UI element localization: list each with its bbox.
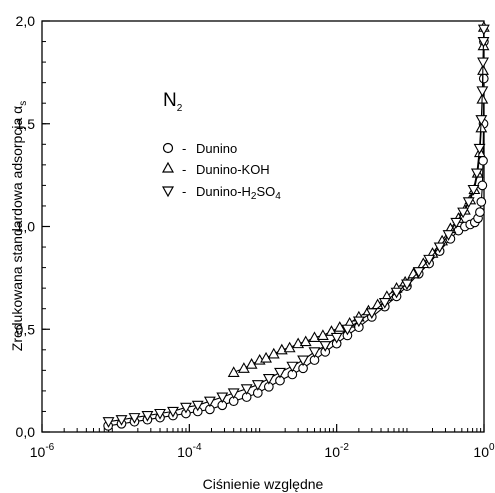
series-dunino-h2so4-point <box>216 392 229 404</box>
series-dunino-h2so4-point <box>180 402 192 414</box>
series-dunino-h2so4-point <box>378 297 391 309</box>
series-dunino-h2so4-point <box>352 316 365 328</box>
series-dunino-koh-point <box>333 321 346 332</box>
series-dunino-h2so4-point <box>330 332 343 344</box>
x-tick-exponent: 0 <box>489 442 495 453</box>
x-tick-label: 10-6 <box>30 442 55 460</box>
series-dunino-h2so4-point <box>423 254 436 266</box>
x-tick-base: 10 <box>30 444 46 460</box>
legend-dash-1: - <box>182 141 186 156</box>
series-dunino-h2so4-point <box>457 207 470 219</box>
series-dunino-h2so4-point <box>412 267 425 278</box>
legend-h2so4-sub2: 4 <box>275 191 281 202</box>
plot-frame <box>41 20 485 433</box>
series-dunino-koh-point <box>227 366 240 377</box>
legend: - Dunino - Dunino-KOH - Dunino-H2SO4 <box>161 141 281 202</box>
y-axis-title: Zredukowana standardowa adsorpcja αs <box>9 101 29 351</box>
x-tick-exponent: -2 <box>340 442 349 453</box>
series-dunino-h2so4-point <box>102 417 115 428</box>
legend-h2so4-part2: SO <box>256 184 275 199</box>
x-tick-base: 10 <box>473 444 489 460</box>
series-dunino-h2so4-point <box>227 388 240 400</box>
series-dunino-h2so4-point <box>450 217 463 229</box>
y-tick-label: 1,5 <box>16 116 36 132</box>
x-tick-base: 10 <box>324 444 340 460</box>
x-tick-exponent: -6 <box>45 442 54 453</box>
plot-title: N2 <box>163 90 183 114</box>
x-axis-title: Ciśnienie względne <box>203 476 324 492</box>
y-tick-label: 0,5 <box>16 321 36 337</box>
series-dunino-koh-point <box>267 347 280 359</box>
series-dunino-h2so4-point <box>341 324 354 336</box>
series-dunino-h2so4-point <box>297 355 310 367</box>
y-axis-title-main: Zredukowana standardowa adsorpcja α <box>9 106 25 351</box>
series-dunino-h2so4-point <box>476 86 489 98</box>
x-tick-label: 10-2 <box>324 442 349 460</box>
series-dunino-h2so4-point <box>477 37 490 48</box>
y-axis-ticks: 0,0 0,5 1,0 1,5 2,0 <box>16 13 50 440</box>
x-axis-ticks: 10-6 10-4 10-2 100 <box>30 424 495 460</box>
series-dunino-h2so4-point <box>473 143 486 155</box>
series-dunino-point <box>478 73 489 84</box>
legend-label-dunino-koh: Dunino-KOH <box>196 162 270 177</box>
series-dunino-h2so4-point <box>365 308 378 319</box>
series-dunino-h2so4-point <box>262 374 275 385</box>
series-layer <box>102 21 490 431</box>
series-dunino-point <box>477 180 488 191</box>
legend-marker-dunino <box>162 142 174 154</box>
series-dunino-h2so4-point <box>274 367 286 379</box>
x-tick-label: 10-4 <box>177 442 202 460</box>
series-dunino-point <box>478 155 488 166</box>
legend-marker-dunino-koh <box>161 161 175 173</box>
series-dunino-h2so4-point <box>191 400 204 412</box>
series-dunino-h2so4-point <box>462 197 475 208</box>
series-dunino <box>103 36 489 431</box>
series-dunino-h2so4-point <box>240 384 253 395</box>
legend-h2so4-part1: Dunino-H <box>196 184 251 199</box>
legend-h2so4-sub1: 2 <box>251 191 257 202</box>
series-dunino-koh-point <box>245 358 258 369</box>
legend-label-dunino: Dunino <box>196 141 237 156</box>
x-tick-label: 100 <box>473 442 495 460</box>
series-dunino-point <box>475 207 485 217</box>
series-dunino-h2so4-point <box>470 168 483 180</box>
y-tick-label: 0,0 <box>16 424 36 440</box>
series-dunino-koh-point <box>316 329 329 340</box>
x-tick-base: 10 <box>177 444 193 460</box>
series-dunino-h2so4-point <box>286 361 299 373</box>
y-axis-title-subscript: s <box>18 101 29 106</box>
series-dunino-h2so4-point <box>251 380 264 391</box>
plot-title-main: N <box>163 90 177 111</box>
y-tick-label: 2,0 <box>16 13 36 29</box>
series-dunino-h2so4-point <box>477 57 489 69</box>
series-dunino-h2so4-point <box>115 415 128 426</box>
legend-label-dunino-h2so4: Dunino-H2SO4 <box>196 184 281 202</box>
series-dunino-h2so4-point <box>203 396 216 408</box>
series-dunino-h2so4-point <box>154 408 166 420</box>
series-dunino-h2so4-point <box>433 242 446 254</box>
series-dunino-h2so4-point <box>167 406 179 418</box>
series-dunino-h2so4-point <box>308 347 321 358</box>
legend-dash-2: - <box>182 162 186 177</box>
plot-title-subscript: 2 <box>177 103 183 114</box>
series-dunino-h2so4-point <box>141 411 154 422</box>
legend-marker-dunino-h2so4 <box>161 186 175 198</box>
x-tick-exponent: -4 <box>193 442 202 453</box>
series-dunino-h2so4-point <box>390 287 403 299</box>
series-dunino-koh-point <box>283 341 296 353</box>
series-dunino-koh-point <box>299 335 312 347</box>
series-dunino-koh-point <box>308 331 321 343</box>
series-dunino-h2so4-point <box>319 341 332 352</box>
series-dunino-h2so4-point <box>128 413 141 424</box>
series-dunino-h2so4-point <box>467 184 480 196</box>
legend-dash-3: - <box>182 184 186 199</box>
y-tick-label: 1,0 <box>16 219 36 235</box>
series-dunino-point <box>476 196 487 207</box>
series-dunino-h2so4-point <box>401 279 413 291</box>
series-dunino-h2so4-point <box>477 24 490 36</box>
series-dunino-h2so4-point <box>442 230 455 241</box>
series-dunino-h2so4 <box>102 24 490 428</box>
series-dunino-h2so4-point <box>475 115 488 126</box>
